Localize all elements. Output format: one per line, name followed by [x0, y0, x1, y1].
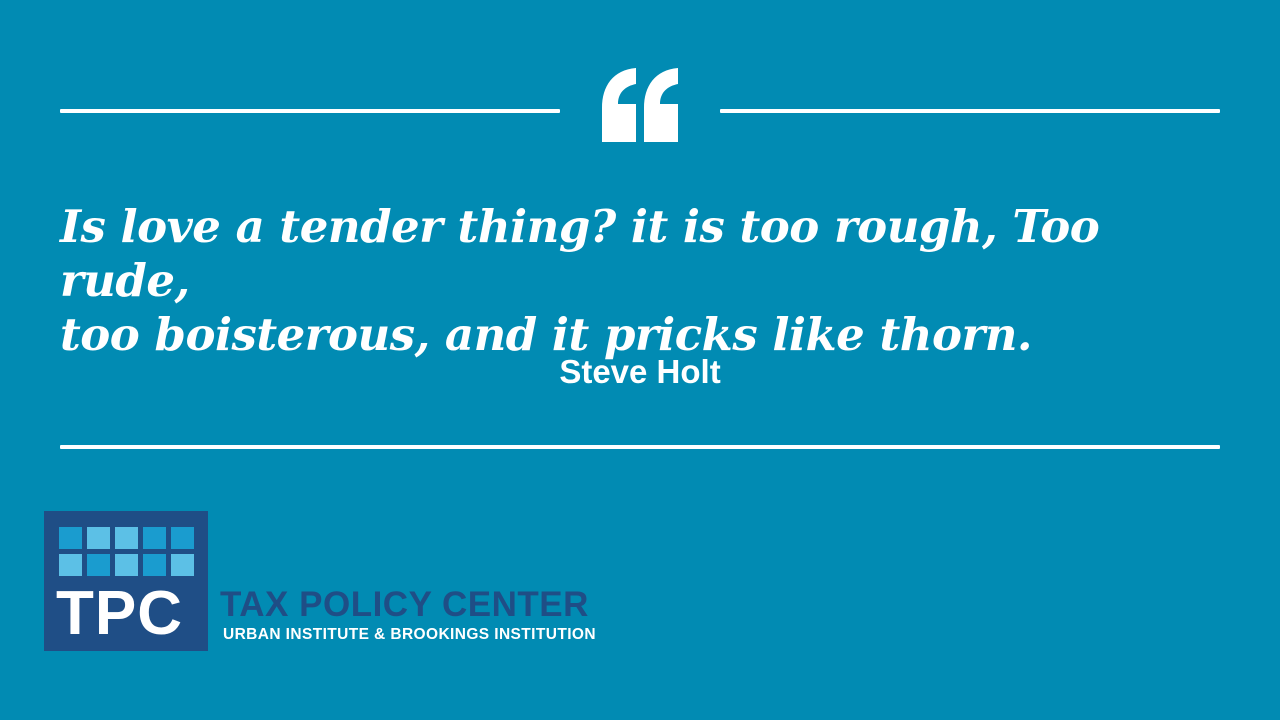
logo-square [87, 554, 110, 576]
quote-text: Is love a tender thing? it is too rough,… [60, 200, 1240, 362]
logo-square [143, 527, 166, 549]
logo-square [87, 527, 110, 549]
logo-square [59, 554, 82, 576]
logo-square [171, 527, 194, 549]
logo-square [115, 554, 138, 576]
top-right-divider [720, 109, 1220, 113]
organization-name: TAX POLICY CENTER [220, 585, 589, 624]
top-left-divider [60, 109, 560, 113]
quote-line-2: too boisterous, and it pricks like thorn… [60, 308, 1033, 361]
tpc-logo: TPC [44, 511, 208, 651]
logo-letters: TPC [56, 579, 183, 648]
bottom-divider [60, 445, 1220, 449]
quotation-mark-icon [602, 68, 678, 142]
quote-author: Steve Holt [559, 353, 721, 390]
logo-grid [59, 527, 194, 576]
logo-square [115, 527, 138, 549]
logo-square [143, 554, 166, 576]
logo-square [171, 554, 194, 576]
quote-line-1: Is love a tender thing? it is too rough,… [60, 200, 1100, 307]
organization-subtitle: URBAN INSTITUTE & BROOKINGS INSTITUTION [223, 626, 596, 643]
logo-square [59, 527, 82, 549]
